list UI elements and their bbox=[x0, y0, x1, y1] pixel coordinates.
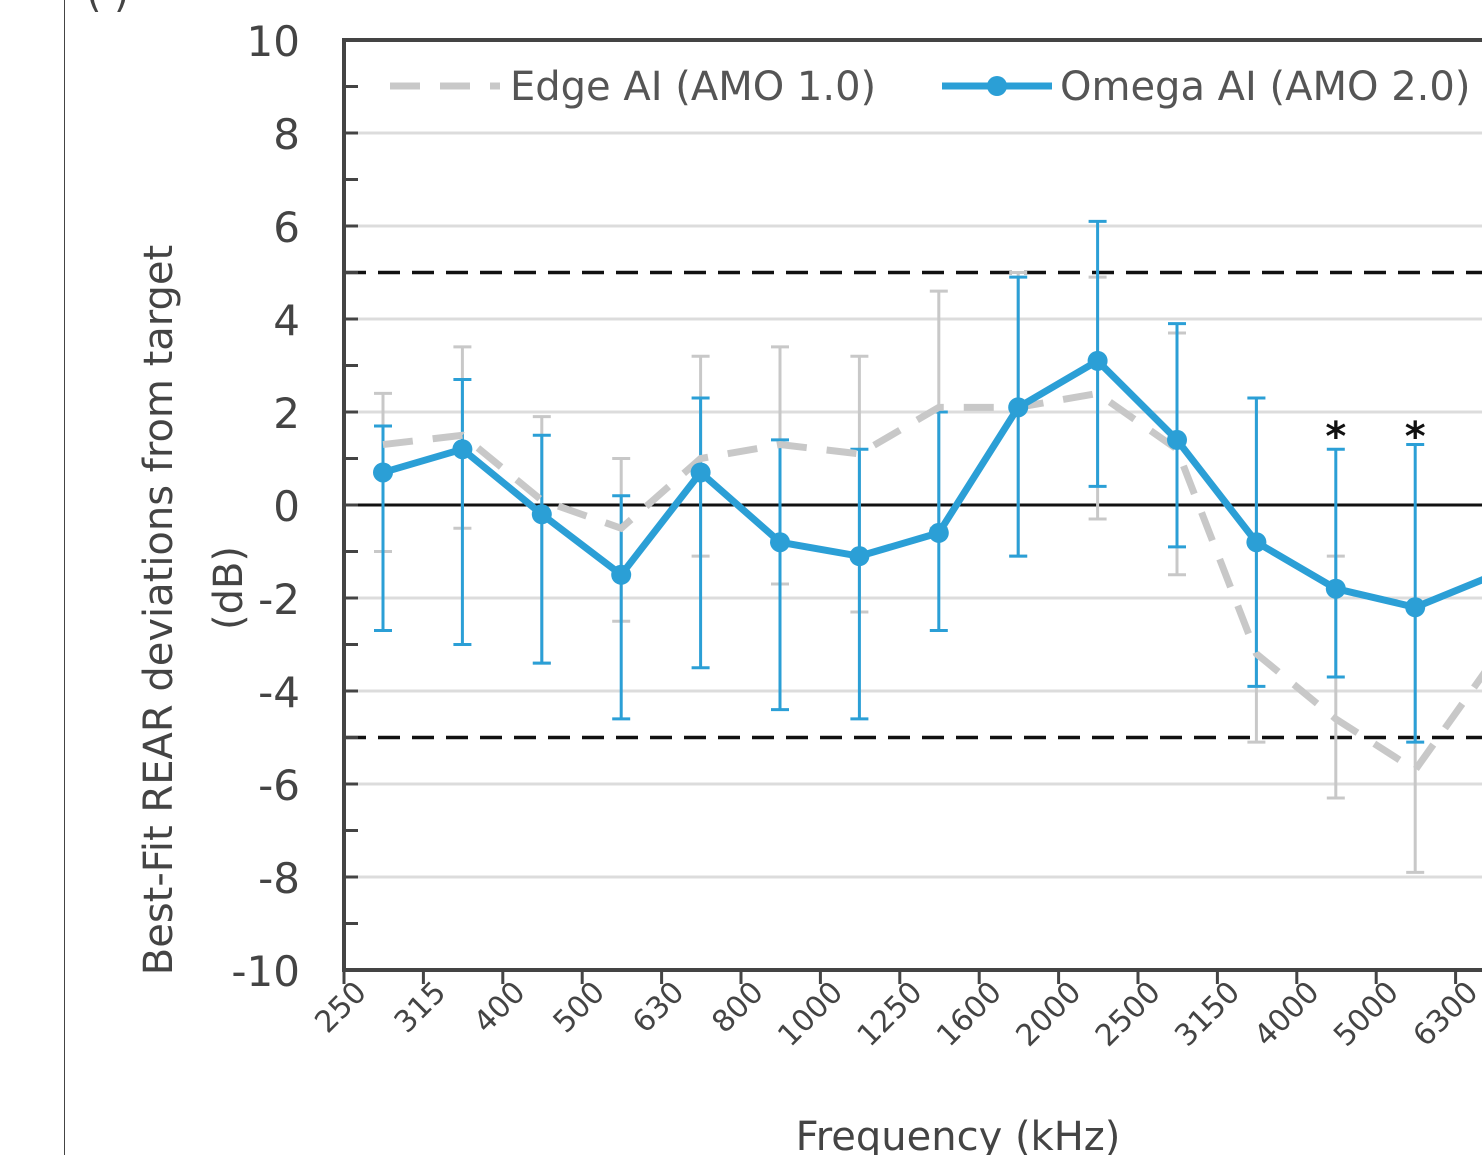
legend-edge-label: Edge AI (AMO 1.0) bbox=[510, 64, 876, 110]
x-axis-title: Frequency (kHz) bbox=[796, 1114, 1121, 1155]
omega-ai-point bbox=[1405, 597, 1426, 618]
y-tick-label: 10 bbox=[247, 17, 300, 66]
omega-ai-point bbox=[373, 462, 393, 483]
omega-ai-point bbox=[1167, 429, 1187, 450]
x-tick-label: 2000 bbox=[1010, 975, 1089, 1054]
y-tick-label: -4 bbox=[258, 668, 300, 717]
significance-asterisk: * bbox=[1405, 414, 1426, 460]
x-tick-label: 3150 bbox=[1168, 975, 1247, 1054]
y-axis-title-line1: Best-Fit REAR deviations from target bbox=[136, 245, 182, 975]
x-tick-label: 500 bbox=[547, 975, 612, 1040]
x-tick-label: 315 bbox=[388, 975, 453, 1040]
omega-ai-point bbox=[531, 504, 552, 525]
x-tick-label: 250 bbox=[308, 975, 373, 1040]
y-tick-label: 4 bbox=[273, 296, 300, 345]
y-tick-label: -8 bbox=[258, 854, 300, 903]
left-border-line bbox=[64, 0, 65, 1155]
x-tick-label: 4000 bbox=[1248, 975, 1327, 1054]
x-tick-label: 5000 bbox=[1327, 975, 1406, 1054]
x-tick-label: 2500 bbox=[1089, 975, 1168, 1054]
y-tick-label: -10 bbox=[231, 947, 300, 996]
significance-asterisk: * bbox=[1325, 414, 1346, 460]
omega-ai-series-line bbox=[382, 356, 1482, 611]
omega-ai-point bbox=[1325, 578, 1346, 599]
omega-ai-point bbox=[849, 546, 870, 567]
omega-ai-point bbox=[452, 439, 473, 460]
omega-ai-point bbox=[690, 462, 711, 483]
x-tick-label: 1250 bbox=[851, 975, 930, 1054]
x-tick-label: 800 bbox=[705, 975, 770, 1040]
y-tick-label: -6 bbox=[258, 761, 300, 810]
x-tick-label: 400 bbox=[467, 975, 532, 1040]
y-tick-label: 8 bbox=[273, 110, 300, 159]
omega-ai-point bbox=[928, 522, 949, 543]
omega-ai-point bbox=[1087, 350, 1108, 371]
x-tick-label: 1600 bbox=[930, 975, 1009, 1054]
edge-ai-series-line bbox=[382, 389, 1482, 775]
omega-ai-point bbox=[1246, 532, 1267, 553]
omega-ai-point bbox=[1008, 397, 1029, 418]
x-tick-label: 630 bbox=[626, 975, 691, 1040]
y-tick-label: 2 bbox=[273, 389, 300, 438]
y-tick-label: 6 bbox=[273, 203, 300, 252]
y-tick-label: 0 bbox=[273, 482, 300, 531]
legend-omega-marker bbox=[987, 76, 1007, 96]
x-tick-label: 1000 bbox=[771, 975, 850, 1054]
y-axis-title-line2: (dB) bbox=[206, 546, 252, 630]
omega-ai-point bbox=[770, 532, 790, 553]
x-tick-label: 6300 bbox=[1407, 975, 1482, 1054]
legend-omega-label: Omega AI (AMO 2.0) bbox=[1060, 64, 1470, 110]
y-tick-label: -2 bbox=[258, 575, 300, 624]
cropped-top-text: ( ) bbox=[86, 0, 129, 17]
omega-ai-point bbox=[611, 564, 632, 585]
